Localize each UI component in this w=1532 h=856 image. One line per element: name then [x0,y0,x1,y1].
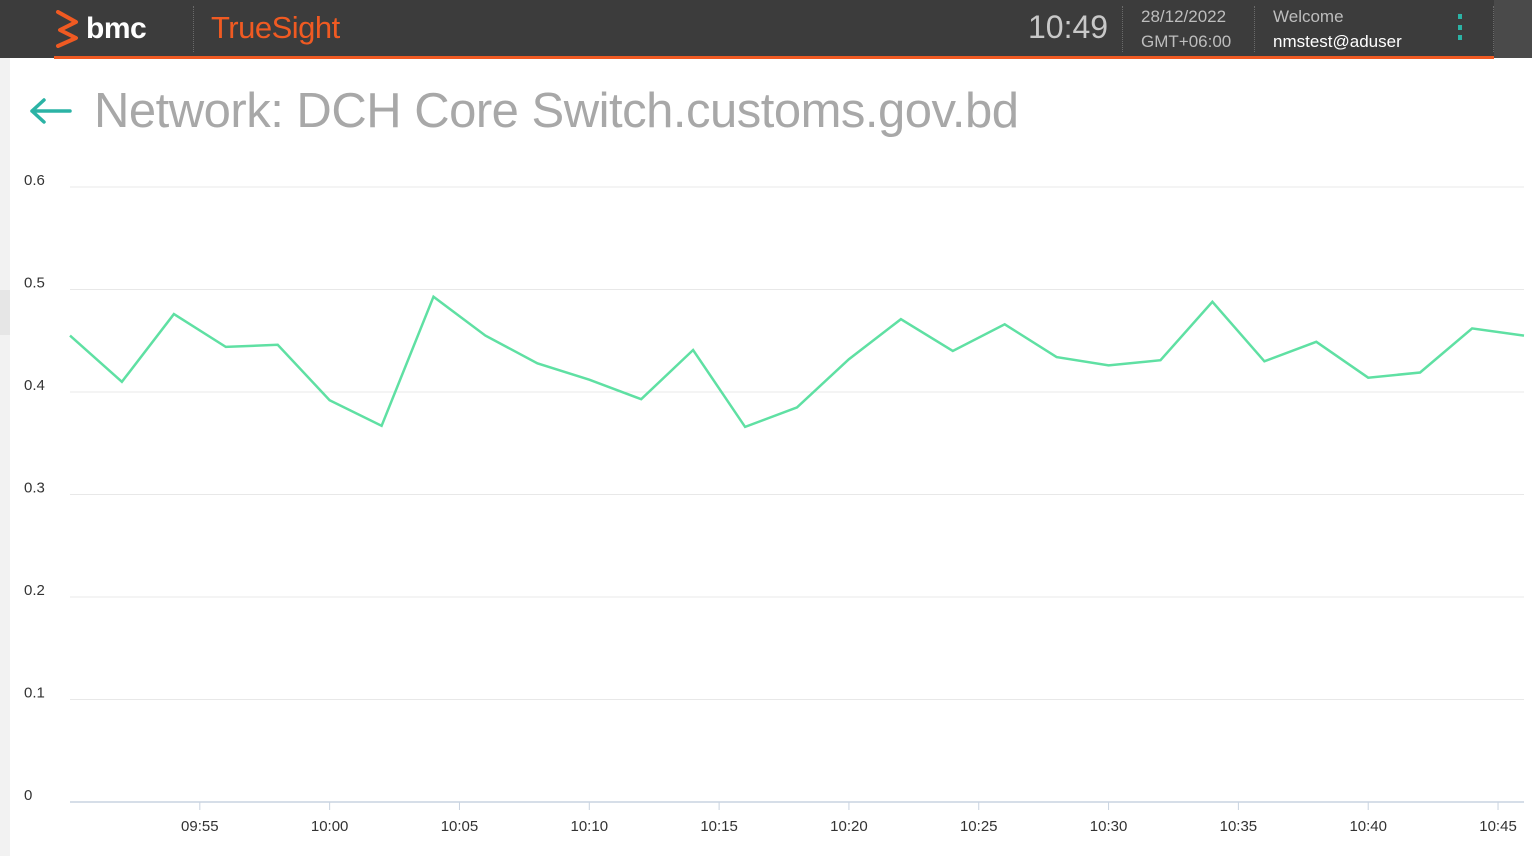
y-tick-label: 0.6 [24,172,45,189]
x-tick-label: 10:05 [441,818,479,835]
x-tick-label: 10:45 [1479,818,1517,835]
arrow-left-icon[interactable] [28,96,74,126]
kebab-menu-icon[interactable] [1454,14,1466,40]
left-panel-edge [0,58,10,856]
header-accent-line [54,56,1494,59]
bmc-logo[interactable]: bmc [54,9,147,49]
page-title-row: Network: DCH Core Switch.customs.gov.bd [28,76,1019,146]
x-tick-label: 10:40 [1349,818,1387,835]
page-title: Network: DCH Core Switch.customs.gov.bd [94,84,1019,138]
header-timezone: GMT+06:00 [1141,32,1232,51]
header-divider [1493,6,1495,52]
x-tick-label: 10:35 [1220,818,1258,835]
x-tick-label: 10:25 [960,818,998,835]
y-tick-label: 0.2 [24,582,45,599]
x-tick-label: 10:30 [1090,818,1128,835]
header-clock: 10:49 [1028,9,1109,45]
network-line-chart: 0 0.1 0.2 0.3 0.4 0.5 0.6 09:55 10:00 10:05 10:10 1… [24,172,1525,835]
header-date: 28/12/2022 [1141,7,1227,26]
header-edge [1494,0,1532,58]
bmc-logo-icon [56,10,78,48]
y-tick-label: 0.4 [24,377,45,394]
kebab-dot [1458,14,1462,19]
x-tick-label: 10:10 [571,818,609,835]
y-tick-label: 0.1 [24,685,45,702]
welcome-label: Welcome [1273,7,1344,26]
header-divider [1254,6,1256,52]
top-navigation-bar: bmc TrueSight 10:49 28/12/2022 GMT+06:00… [0,0,1532,58]
x-tick-label: 09:55 [181,818,219,835]
kebab-dot [1458,35,1462,40]
x-tick-label: 10:15 [700,818,738,835]
username: nmstest@aduser [1273,32,1402,51]
x-tick-label: 10:00 [311,818,349,835]
product-name: TrueSight [211,10,340,45]
y-tick-label: 0.3 [24,480,45,497]
x-tick-label: 10:20 [830,818,868,835]
header-divider [193,6,195,52]
header-date-block: 28/12/2022 GMT+06:00 [1141,4,1231,54]
series-line [69,294,1525,429]
left-panel-handle[interactable] [0,290,10,335]
y-tick-label: 0.5 [24,275,45,292]
bmc-brand-text: bmc [86,12,147,45]
user-block: Welcome nmstest@aduser [1273,4,1402,54]
kebab-dot [1458,24,1462,30]
y-tick-label: 0 [24,787,32,804]
header-divider [1122,6,1124,52]
